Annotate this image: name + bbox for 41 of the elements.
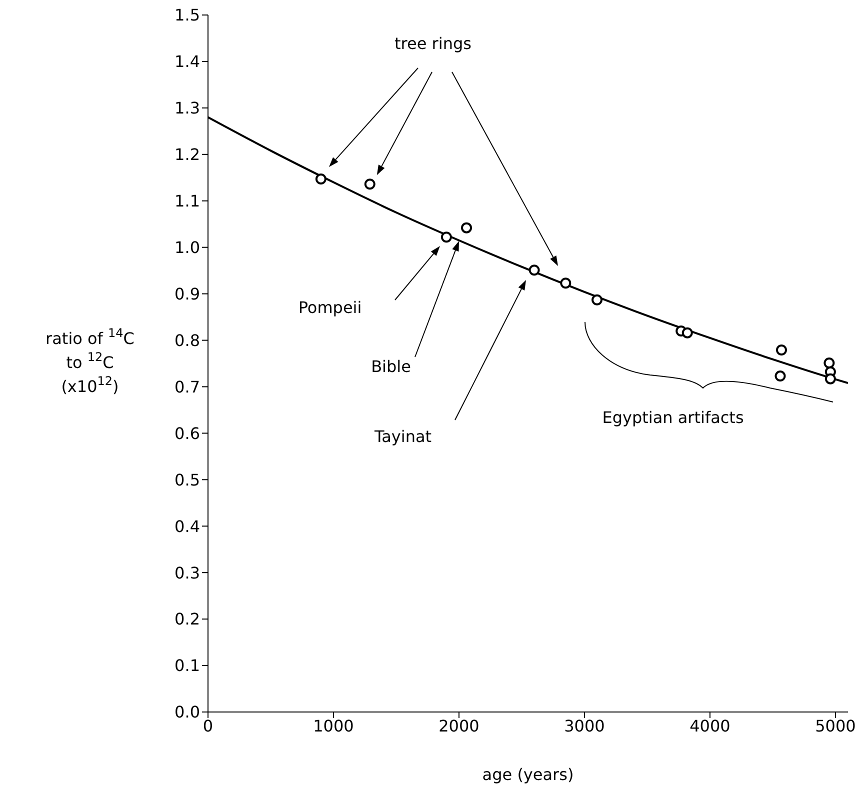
y-tick-label: 1.3 xyxy=(174,98,200,118)
annotation: Bible xyxy=(371,357,411,376)
x-axis-title: age (years) xyxy=(482,765,574,784)
annotation: Egyptian artifacts xyxy=(602,408,744,427)
y-tick-label: 0.7 xyxy=(174,377,200,396)
y-tick-label: 0.2 xyxy=(174,610,200,629)
point xyxy=(774,370,786,382)
point xyxy=(528,264,540,276)
point xyxy=(776,344,787,356)
y-tick-label: 0.1 xyxy=(174,656,200,676)
point xyxy=(315,174,326,185)
y-tick-label: 1.4 xyxy=(174,52,200,72)
x-tick-label: 5000 xyxy=(815,716,856,736)
x-tick-label: 0 xyxy=(202,716,214,736)
point xyxy=(440,232,452,243)
point xyxy=(682,327,693,338)
y-tick-label: 0.9 xyxy=(174,284,200,304)
y-tick-label: 1.5 xyxy=(174,6,200,25)
y-tick-label: 1.2 xyxy=(174,145,200,164)
x-tick-label: 1000 xyxy=(313,716,354,736)
point xyxy=(592,294,603,306)
x-tick-label: 4000 xyxy=(690,716,730,736)
x-tick-label: 2000 xyxy=(438,716,480,736)
y-tick-label: 0.3 xyxy=(174,563,200,582)
y-tick-label: 0.5 xyxy=(174,470,200,490)
y-tick-label: 1.1 xyxy=(174,192,200,211)
annotation: tree rings xyxy=(394,34,472,53)
point xyxy=(824,358,835,369)
text: ratio of $^{14}$C to $^{12}$C (x10$^{12}$) xyxy=(46,326,134,396)
point xyxy=(824,373,836,384)
point xyxy=(461,222,472,234)
x-tick-label: 3000 xyxy=(564,716,605,736)
y-tick-label: 0.6 xyxy=(174,424,200,443)
annotation: Pompeii xyxy=(298,298,362,317)
y-tick-label: 0.0 xyxy=(174,702,200,722)
y-tick-label: 0.4 xyxy=(174,516,200,536)
annotation: Tayinat xyxy=(373,427,432,446)
point xyxy=(364,178,376,190)
y-tick-label: 1.0 xyxy=(174,238,200,258)
y-tick-label: 0.8 xyxy=(174,330,200,350)
point xyxy=(560,278,572,289)
